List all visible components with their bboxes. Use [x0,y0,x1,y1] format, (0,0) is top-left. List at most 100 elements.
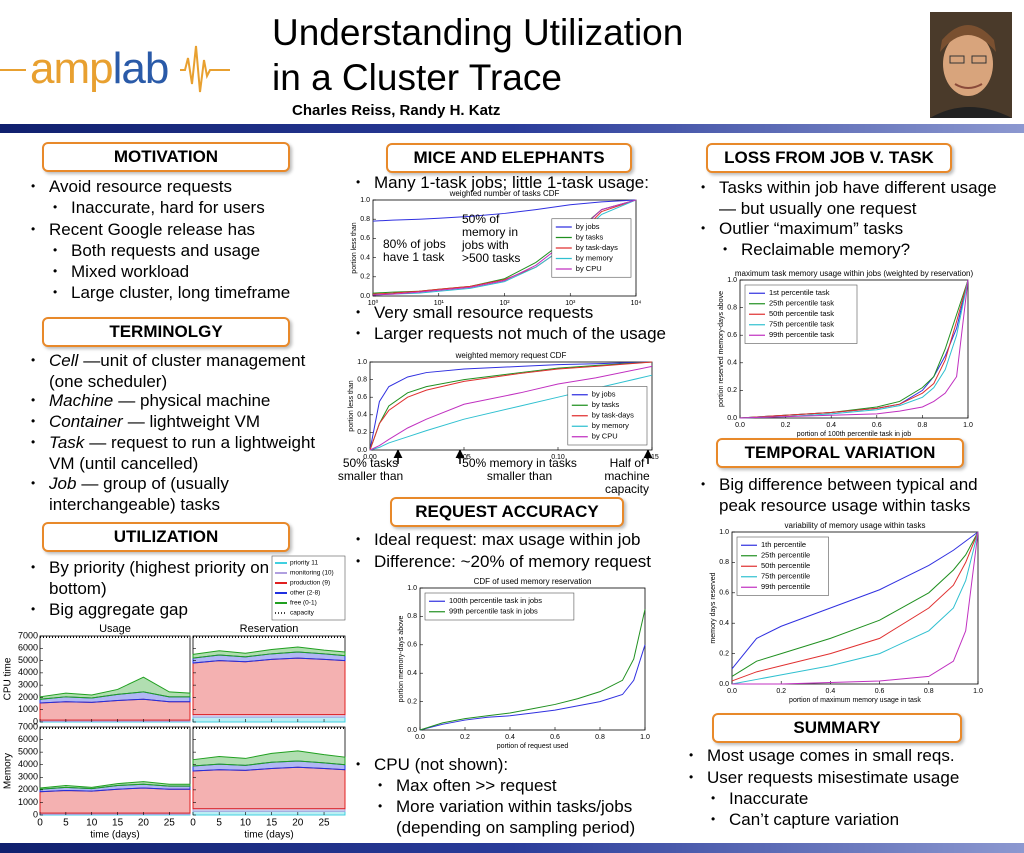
x-tick-label: 1.0 [963,422,973,429]
legend-label: by jobs [592,390,616,399]
section-heading: SUMMARY [712,713,962,743]
x-tick-label: 0.0 [735,422,745,429]
x-tick-label: 0.6 [872,422,882,429]
legend-label: capacity [290,610,315,617]
bullet: Recent Google release hasBoth requests a… [31,219,351,303]
stacked-area [39,698,191,721]
x-tick-label: 15 [266,818,278,829]
bullet-text: — lightweight VM [127,412,260,431]
section-heading: UTILIZATION [42,522,290,552]
x-tick-label: 5 [216,818,222,829]
panel-frame [39,635,191,723]
x-tick-label: 0.4 [826,688,836,695]
y-tick-label: 0.8 [407,613,417,620]
legend-label: by tasks [592,400,620,409]
bullet-text: Big difference between typical and peak … [719,475,978,515]
chart-title: maximum task memory usage within jobs (w… [735,269,974,278]
annotation: 50% tasks smaller than [337,456,404,483]
x-tick-label: 0 [190,818,196,829]
stacked-area [39,787,191,814]
y-tick-label: 0.0 [407,727,417,734]
y-tick-label: 4000 [18,667,38,677]
y-tick-label: 0.4 [360,254,370,261]
legend-label: by task-days [592,411,634,420]
chart-title: weighted number of tasks CDF [449,189,560,198]
authors: Charles Reiss, Randy H. Katz [292,102,501,119]
bullet-text: Most usage comes in small reqs. [707,746,955,765]
legend-label: by jobs [576,222,600,231]
y-tick-label: 1.0 [357,359,367,366]
y-tick-label: 1.0 [727,277,737,284]
bullet: Difference: ~20% of memory request [356,551,686,572]
term: Cell [49,351,79,370]
annotation: Half of machine capacity [604,456,650,496]
sub-bullet: Large cluster, long timeframe [53,282,351,303]
x-axis-label: time (days) [244,830,293,841]
bullet: Tasks within job have different usage — … [701,177,1001,219]
title-line: in a Cluster Trace [272,57,562,98]
legend-label: by task-days [576,243,618,252]
sub-bullet: Reclaimable memory? [723,239,1001,260]
x-tick-label: 20 [138,818,150,829]
legend-label: 25th percentile task [769,299,834,308]
bullet: Larger requests not much of the usage [356,323,701,344]
bullet-text: Ideal request: max usage within job [374,530,641,549]
panel-frame [39,726,191,816]
series-line [731,531,979,685]
bullet: Avoid resource requestsInaccurate, hard … [31,176,351,218]
stacked-area [39,781,191,790]
bullet: Big difference between typical and peak … [701,474,1011,516]
bullet: Machine— physical machine [31,390,324,411]
y-tick-label: 0.0 [357,447,367,454]
y-tick-label: 0.2 [357,429,367,436]
x-tick-label: 0.8 [924,688,934,695]
term: Task [49,433,85,452]
bullet: Container— lightweight VM [31,411,324,432]
sub-bullet: Max often >> request [378,775,686,796]
x-tick-label: 1.0 [640,734,650,741]
y-tick-label: 0.0 [727,415,737,422]
series-line [369,361,653,451]
bullet-text: — physical machine [118,391,271,410]
y-tick-label: 0.4 [407,670,417,677]
x-tick-label: 15 [112,818,124,829]
sub-bullet: More variation within tasks/jobs (depend… [378,796,686,838]
bullet: By priority (highest priority on bottom) [31,557,281,599]
legend-box [424,592,575,621]
y-tick-label: 0.6 [360,235,370,242]
bullet-text: —unit of cluster management (one schedul… [49,351,306,391]
bullet-text: Many 1-task jobs; little 1-task usage: [374,173,649,192]
y-tick-label: 1.0 [719,529,729,536]
column-title: Reservation [240,623,299,635]
legend-label: by CPU [592,432,618,441]
y-axis-label: portion reserved memory-days above [718,291,725,407]
bullet: Task— request to run a lightweight VM (u… [31,432,324,474]
y-axis-label: portion memory-days above [398,616,405,703]
y-tick-label: 0.2 [719,650,729,657]
bullet-text: Outlier “maximum” tasks [719,219,904,238]
x-tick-label: 0.2 [776,688,786,695]
x-tick-label: 0.6 [550,734,560,741]
bullet-text: — group of (usually interchangeable) tas… [49,474,229,514]
x-tick-label: 25 [318,818,330,829]
bullet: Many 1-task jobs; little 1-task usage: [356,172,701,193]
y-tick-label: 0.8 [719,559,729,566]
y-axis-label: portion less than [348,380,355,431]
section-heading: TERMINOLGY [42,317,290,347]
y-tick-label: 1000 [18,704,38,714]
legend-label: by CPU [576,264,602,273]
series-line [739,279,969,419]
annotation: 50% of memory in jobs with >500 tasks [462,212,521,265]
logo-wave [180,45,230,93]
x-tick-label: 10 [86,818,98,829]
bullet: Cell—unit of cluster management (one sch… [31,350,324,392]
bullet-text: Larger requests not much of the usage [374,324,667,343]
x-tick-label: 0.15 [645,454,659,461]
x-tick-label: 0.10 [551,454,565,461]
x-tick-label: 0.4 [826,422,836,429]
legend-label: by memory [576,253,613,262]
y-tick-label: 1.0 [407,585,417,592]
bullet: Very small resource requests [356,302,701,323]
x-tick-label: 0.4 [505,734,515,741]
